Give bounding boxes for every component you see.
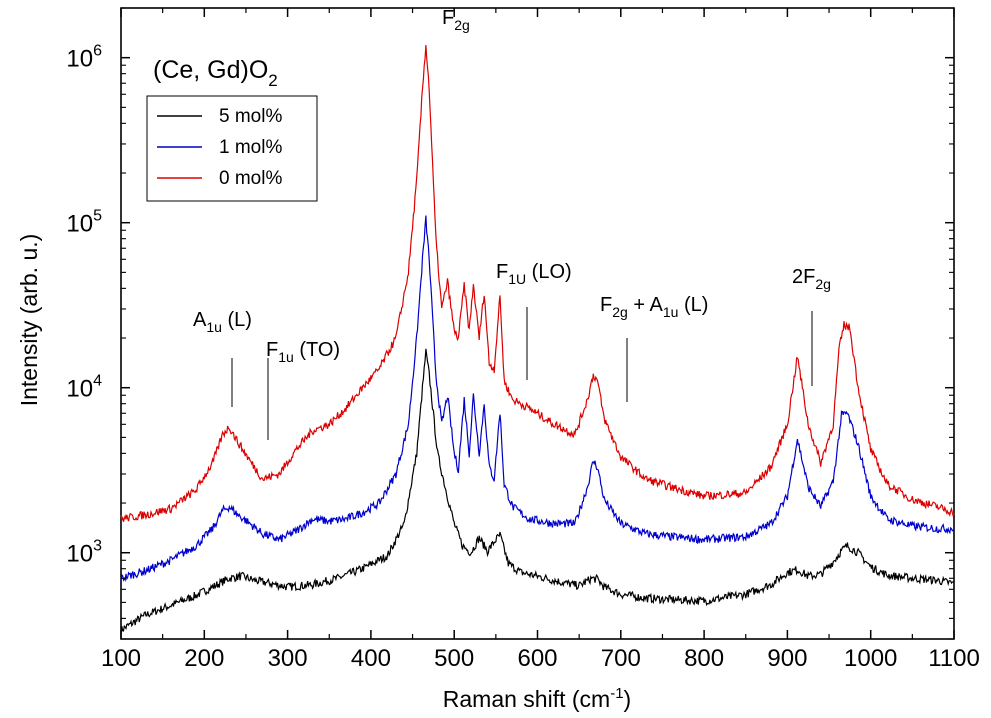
- x-tick-label: 200: [184, 645, 224, 672]
- legend: 5 mol% 1 mol% 0 mol%: [146, 95, 318, 202]
- peak-annotation: F2g + A1u (L): [600, 294, 708, 320]
- y-tick-label: 103: [66, 538, 102, 568]
- peak-annotation: F2g: [442, 7, 470, 33]
- x-tick-label: 900: [767, 645, 807, 672]
- x-axis-title: Raman shift (cm-1): [443, 685, 631, 712]
- series-line-1: [120, 215, 955, 582]
- legend-box: [146, 95, 318, 202]
- peak-annotation: 2F2g: [792, 266, 831, 292]
- peak-annotation: A1u (L): [193, 309, 252, 335]
- tick-layer: 100 200 300 400 500 600 700 800 900 1000 1100 103 10…: [66, 7, 980, 672]
- y-tick-label: 106: [66, 43, 102, 73]
- formula-label: (Ce, Gd)O2: [153, 56, 278, 90]
- series-line-2: [120, 45, 955, 522]
- legend-label: 0 mol%: [219, 168, 282, 189]
- x-tick-label: 800: [684, 645, 724, 672]
- series-line-0: [120, 348, 955, 635]
- peak-annotation: F1u (TO): [266, 339, 340, 365]
- x-tick-label: 1000: [844, 645, 897, 672]
- x-tick-label: 600: [517, 645, 557, 672]
- x-tick-label: 1100: [928, 645, 980, 672]
- x-tick-label: 300: [268, 645, 308, 672]
- y-tick-label: 105: [66, 208, 102, 238]
- series-layer: [120, 45, 955, 635]
- annotation-layer: A1u (L) F1u (TO) F2g F1U (LO) F2g + A1u (L) 2…: [193, 7, 831, 440]
- legend-label: 1 mol%: [219, 137, 282, 158]
- legend-items: 5 mol% 1 mol% 0 mol%: [157, 106, 282, 189]
- y-tick-label: 104: [66, 373, 102, 403]
- x-tick-label: 400: [351, 645, 391, 672]
- legend-label: 5 mol%: [219, 106, 282, 127]
- x-tick-label: 100: [101, 645, 141, 672]
- x-tick-label: 700: [601, 645, 641, 672]
- peak-annotation: F1U (LO): [496, 261, 572, 287]
- y-axis-title: Intensity (arb. u.): [16, 234, 42, 407]
- x-tick-label: 500: [434, 645, 474, 672]
